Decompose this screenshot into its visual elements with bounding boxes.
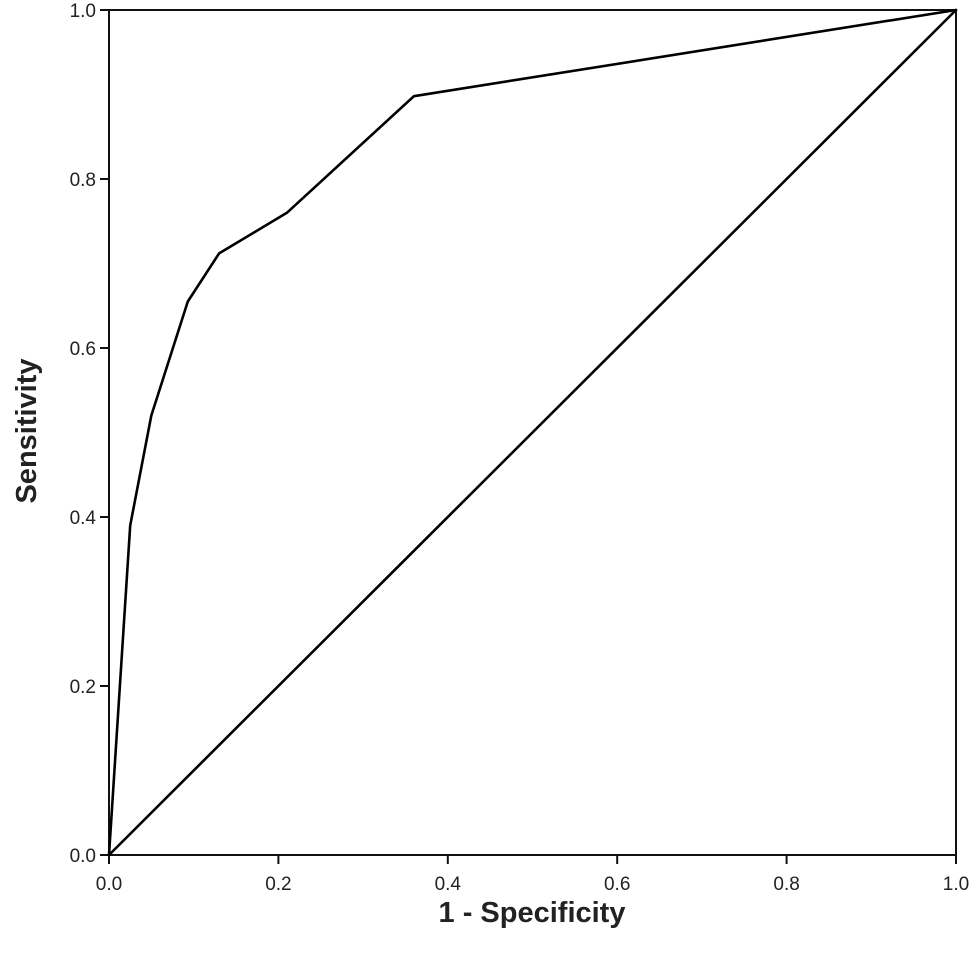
y-tick-label: 1.0 <box>70 1 96 22</box>
reference-diagonal-line <box>107 8 958 857</box>
y-tick-label: 0.6 <box>70 339 96 360</box>
roc-curve-line <box>107 8 958 857</box>
y-tick-label: 0.0 <box>70 846 96 867</box>
x-tick-label: 0.4 <box>435 874 462 895</box>
x-tick-label: 1.0 <box>943 874 969 895</box>
y-tick-label: 0.4 <box>70 508 97 529</box>
y-axis: 0.0 0.2 0.4 0.6 0.8 1.0 <box>70 1 109 867</box>
x-tick-label: 0.0 <box>96 874 122 895</box>
y-tick-label: 0.2 <box>70 677 96 698</box>
x-axis-title: 1 - Specificity <box>439 897 626 929</box>
x-axis: 0.0 0.2 0.4 0.6 0.8 1.0 <box>96 855 969 895</box>
x-tick-label: 0.8 <box>773 874 799 895</box>
x-tick-label: 0.6 <box>604 874 630 895</box>
plot-frame <box>108 9 957 856</box>
series-group <box>107 8 958 857</box>
x-tick-label: 0.2 <box>265 874 291 895</box>
y-axis-title: Sensitivity <box>11 358 43 503</box>
plot-frame-rect <box>108 9 957 856</box>
y-tick-label: 0.8 <box>70 170 96 191</box>
